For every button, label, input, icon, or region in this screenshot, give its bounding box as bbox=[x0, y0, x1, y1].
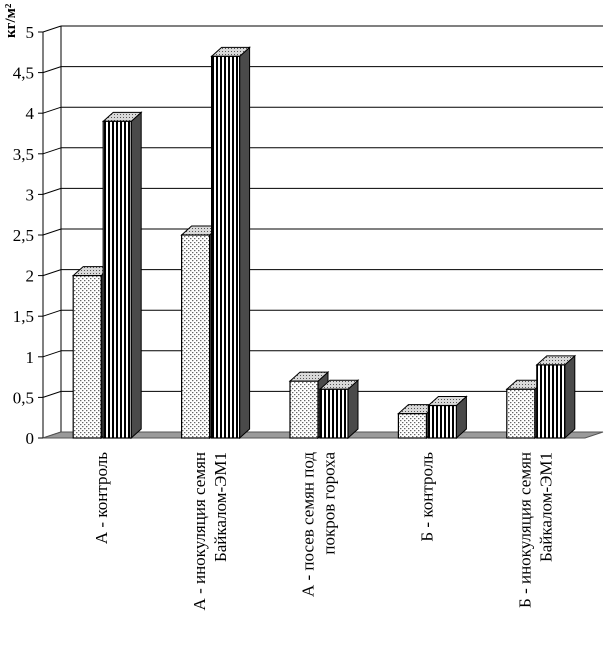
y-tick-label: 1 bbox=[26, 348, 35, 367]
gridline-side bbox=[42, 187, 62, 195]
y-tick-label: 4 bbox=[26, 104, 35, 123]
y-tick-label: 1,5 bbox=[13, 307, 34, 326]
y-tick-labels: 0 0,5 1 1,5 2 2,5 3 3,5 4 4,5 5 bbox=[13, 23, 35, 448]
bar-side bbox=[239, 46, 251, 440]
y-tick-label: 4,5 bbox=[13, 64, 34, 83]
category-label: Б - контроль bbox=[417, 452, 436, 542]
gridline-side bbox=[42, 350, 62, 358]
bar bbox=[427, 404, 457, 439]
bar bbox=[397, 413, 427, 439]
bar bbox=[319, 388, 349, 439]
bar-side bbox=[130, 111, 142, 440]
category-label: Б - инокуляция семян Байкалом-ЭМ1 bbox=[515, 452, 555, 608]
bar bbox=[506, 388, 536, 439]
y-tick-label: 2,5 bbox=[13, 226, 34, 245]
bar-side bbox=[347, 379, 359, 440]
gridline-side bbox=[42, 228, 62, 236]
gridline-side bbox=[42, 147, 62, 155]
gridline-side bbox=[42, 25, 62, 33]
gridline-side bbox=[42, 309, 62, 317]
category-labels: А - контроль А - инокуляция семян Байкалом… bbox=[92, 452, 555, 611]
y-tick-label: 3,5 bbox=[13, 145, 34, 164]
gridline-side bbox=[42, 269, 62, 277]
y-tick-label: 3 bbox=[26, 185, 35, 204]
bar bbox=[289, 380, 319, 439]
bars bbox=[71, 46, 577, 440]
bar bbox=[72, 275, 102, 439]
category-label: А - контроль bbox=[92, 452, 111, 544]
y-tick-label: 0,5 bbox=[13, 388, 34, 407]
bar-side bbox=[564, 354, 576, 440]
category-label: А - инокуляция семян Байкалом-ЭМ1 bbox=[190, 452, 230, 610]
gridline-side bbox=[42, 106, 62, 114]
gridline-side bbox=[42, 66, 62, 74]
bar bbox=[181, 234, 211, 439]
y-tick-label: 0 bbox=[26, 429, 35, 448]
bar bbox=[536, 364, 566, 439]
bar bbox=[211, 55, 241, 439]
y-tick-label: 5 bbox=[26, 23, 35, 42]
y-tick-label: 2 bbox=[26, 267, 35, 286]
category-label: А - посев семян под покров гороха bbox=[299, 452, 339, 597]
bar bbox=[102, 120, 132, 439]
gridline-side bbox=[42, 390, 62, 398]
y-axis-label: кг/м² bbox=[3, 3, 19, 38]
